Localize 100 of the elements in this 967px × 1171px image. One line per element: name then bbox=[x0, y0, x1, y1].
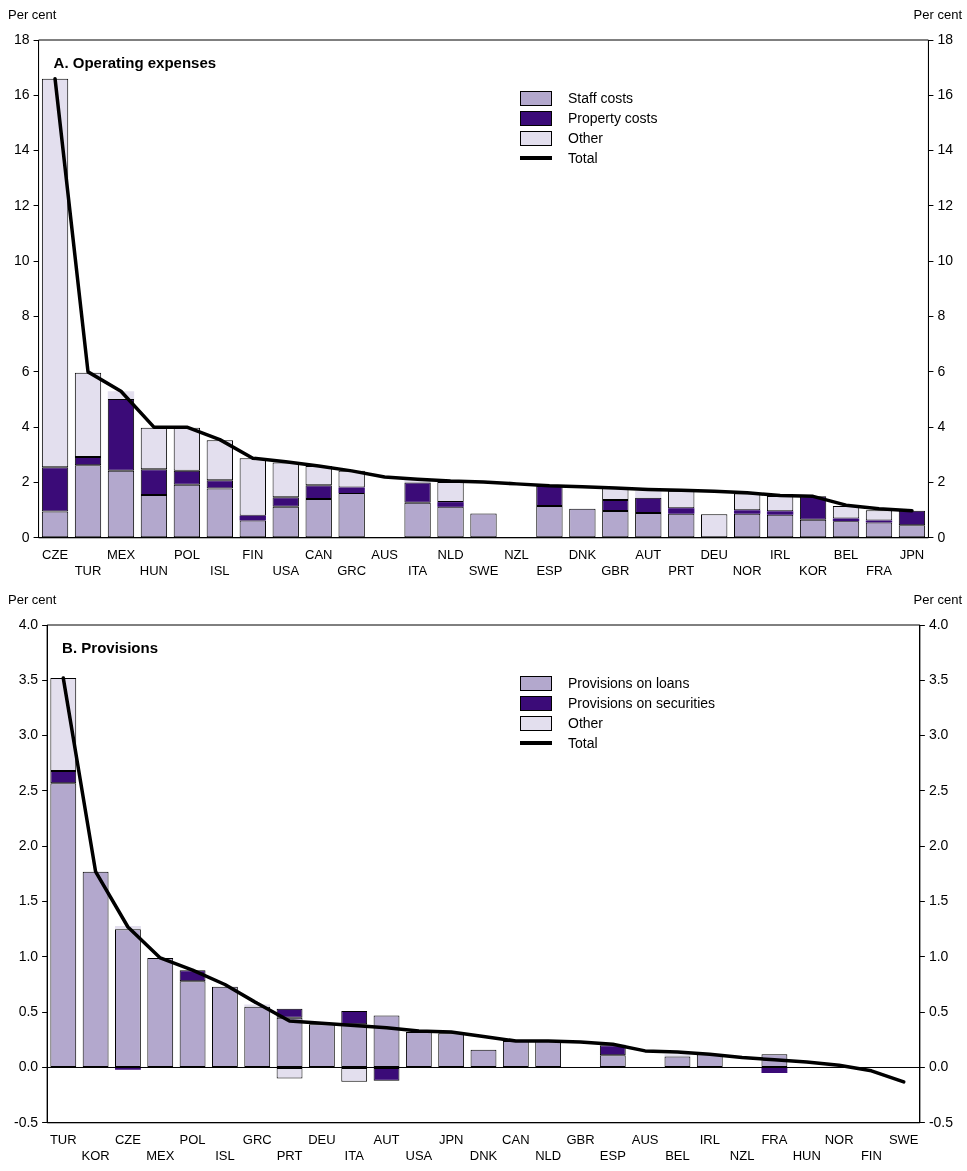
x-tick-label: GBR bbox=[566, 1132, 595, 1148]
x-tick-label: KOR bbox=[798, 562, 828, 578]
y-tick-label: 3.0 bbox=[18, 726, 39, 743]
y-tick-label: 2.5 bbox=[18, 781, 39, 798]
x-tick-label: NZL bbox=[729, 1147, 755, 1163]
legend-label: Staff costs bbox=[568, 90, 634, 106]
x-tick-label: GBR bbox=[601, 562, 630, 578]
x-tick-label: DEU bbox=[308, 1132, 336, 1148]
x-tick-label: CZE bbox=[42, 547, 69, 563]
y-tick-label: 6 bbox=[21, 362, 30, 379]
y2-tick-label: 0.0 bbox=[928, 1058, 949, 1075]
y-tick-label: -0.5 bbox=[14, 1113, 39, 1130]
x-tick-label: PRT bbox=[276, 1147, 303, 1163]
y2-tick-label: 2 bbox=[937, 473, 946, 490]
y2-tick-label: 3.0 bbox=[928, 726, 949, 743]
y2-tick-label: 16 bbox=[937, 86, 954, 103]
y-tick-label: 3.5 bbox=[18, 671, 39, 688]
y2-tick-label: 1.0 bbox=[928, 947, 949, 964]
text: B. Provisions bbox=[62, 638, 158, 656]
x-tick-label: POL bbox=[173, 547, 200, 563]
y2-tick-label: 2.5 bbox=[928, 781, 949, 798]
x-tick-label: DNK bbox=[568, 547, 597, 563]
x-tick-label: CZE bbox=[114, 1132, 142, 1148]
x-tick-label: JPN bbox=[438, 1132, 464, 1148]
x-tick-label: USA bbox=[272, 562, 300, 578]
x-tick-label: NLD bbox=[535, 1147, 562, 1163]
y-tick-label: 4.0 bbox=[18, 615, 39, 632]
y-axis-title: Per cent bbox=[8, 7, 57, 23]
x-tick-label: POL bbox=[179, 1132, 206, 1148]
x-tick-label: USA bbox=[405, 1147, 433, 1163]
y2-tick-label: 3.5 bbox=[928, 671, 949, 688]
legend-label: Property costs bbox=[568, 110, 658, 126]
x-tick-label: ISL bbox=[210, 562, 230, 578]
x-tick-label: NZL bbox=[504, 547, 529, 563]
y2-tick-label: 10 bbox=[937, 252, 954, 269]
x-tick-label: NLD bbox=[437, 547, 464, 563]
y2-tick-label: 4.0 bbox=[928, 615, 949, 632]
legend-label: Provisions on loans bbox=[568, 675, 690, 691]
legend-label: Other bbox=[568, 130, 604, 146]
x-tick-label: AUS bbox=[371, 547, 399, 563]
y-tick-label: 10 bbox=[13, 252, 30, 269]
x-tick-label: HUN bbox=[792, 1147, 821, 1163]
x-tick-label: AUS bbox=[631, 1132, 659, 1148]
y2-axis-title: Per cent bbox=[913, 592, 963, 608]
y2-tick-label: 2.0 bbox=[928, 837, 949, 854]
x-tick-label: ITA bbox=[407, 562, 428, 578]
x-tick-label: TUR bbox=[74, 562, 102, 578]
x-tick-label: FRA bbox=[865, 562, 893, 578]
y-tick-label: 4 bbox=[21, 418, 30, 435]
x-tick-label: NOR bbox=[824, 1132, 854, 1148]
y-tick-label: 12 bbox=[13, 196, 30, 213]
y-tick-label: 16 bbox=[13, 86, 30, 103]
y2-tick-label: 8 bbox=[937, 307, 946, 324]
y-tick-label: 0.5 bbox=[18, 1003, 39, 1020]
x-tick-label: TUR bbox=[49, 1132, 77, 1148]
y2-axis-title: Per cent bbox=[913, 7, 963, 23]
x-tick-label: IRL bbox=[770, 547, 791, 563]
y2-tick-label: 12 bbox=[937, 196, 954, 213]
y2-tick-label: 0.5 bbox=[928, 1003, 949, 1020]
x-tick-label: FRA bbox=[761, 1132, 788, 1148]
x-tick-label: GRC bbox=[337, 562, 367, 578]
x-tick-label: FIN bbox=[242, 547, 264, 563]
legend-label: Other bbox=[568, 715, 604, 731]
x-tick-label: AUT bbox=[373, 1132, 400, 1148]
y-tick-label: 2 bbox=[21, 473, 30, 490]
x-tick-label: BEL bbox=[833, 547, 859, 563]
y-tick-label: 1.5 bbox=[18, 892, 39, 909]
legend-label: Total bbox=[568, 150, 598, 166]
x-tick-label: MEX bbox=[106, 547, 136, 563]
x-tick-label: CAN bbox=[502, 1132, 530, 1148]
x-tick-label: SWE bbox=[468, 562, 499, 578]
x-tick-label: AUT bbox=[635, 547, 662, 563]
x-tick-label: SWE bbox=[888, 1132, 919, 1148]
x-tick-label: DNK bbox=[469, 1147, 498, 1163]
y2-tick-label: -0.5 bbox=[928, 1113, 954, 1130]
x-tick-label: ESP bbox=[599, 1147, 626, 1163]
y2-tick-label: 4 bbox=[937, 418, 946, 435]
x-tick-label: KOR bbox=[81, 1147, 110, 1163]
y2-tick-label: 14 bbox=[937, 141, 954, 158]
x-tick-label: DEU bbox=[700, 547, 728, 563]
legend-label: Provisions on securities bbox=[568, 695, 716, 711]
y2-tick-label: 0 bbox=[937, 528, 946, 545]
y-tick-label: 1.0 bbox=[18, 947, 39, 964]
y-axis-title: Per cent bbox=[8, 592, 57, 608]
x-tick-label: ISL bbox=[215, 1147, 235, 1163]
x-tick-label: BEL bbox=[665, 1147, 690, 1163]
x-tick-label: CAN bbox=[304, 547, 333, 563]
text: A. Operating expenses bbox=[53, 53, 217, 71]
y-tick-label: 0 bbox=[21, 528, 30, 545]
y2-tick-label: 1.5 bbox=[928, 892, 949, 909]
x-tick-label: ESP bbox=[536, 562, 563, 578]
y2-tick-label: 6 bbox=[937, 362, 946, 379]
y2-tick-label: 18 bbox=[937, 30, 954, 47]
x-tick-label: HUN bbox=[139, 562, 169, 578]
x-tick-label: NOR bbox=[732, 562, 762, 578]
legend-label: Total bbox=[568, 735, 598, 751]
y-tick-label: 0.0 bbox=[18, 1058, 39, 1075]
y-tick-label: 18 bbox=[13, 30, 30, 47]
y-tick-label: 8 bbox=[21, 307, 30, 324]
x-tick-label: GRC bbox=[242, 1132, 272, 1148]
